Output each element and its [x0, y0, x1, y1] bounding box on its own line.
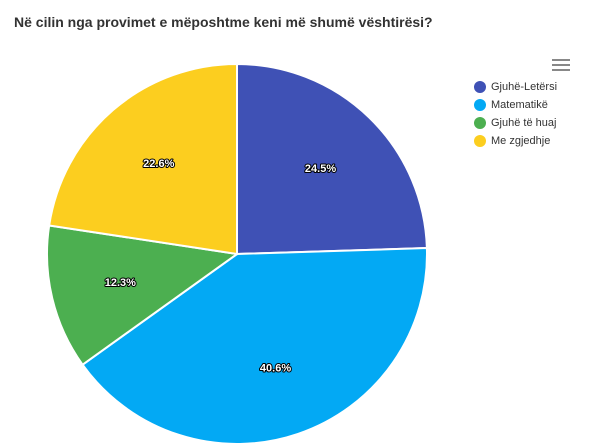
slice-data-label: 24.5% — [305, 163, 336, 175]
legend-label: Matematikë — [491, 99, 548, 111]
pie-slice-3[interactable] — [48, 62, 238, 256]
legend-item[interactable]: Matematikë — [474, 96, 557, 114]
legend-item[interactable]: Gjuhë të huaj — [474, 114, 557, 132]
legend-item[interactable]: Gjuhë-Letërsi — [474, 78, 557, 96]
legend-swatch — [474, 81, 486, 93]
slice-data-label: 12.3% — [105, 277, 136, 289]
legend-label: Gjuhë-Letërsi — [491, 81, 558, 93]
pie-slice-2[interactable] — [46, 224, 240, 367]
pie-slice-0[interactable] — [236, 62, 428, 256]
legend-label: Gjuhë të huaj — [491, 117, 557, 129]
legend-label: Me zgjedhje — [491, 135, 551, 147]
slice-data-label: 22.6% — [143, 158, 174, 170]
legend-swatch — [474, 117, 486, 129]
legend-item[interactable]: Me zgjedhje — [474, 132, 557, 150]
pie-slice-1[interactable] — [81, 247, 428, 445]
chart-title: Në cilin nga provimet e mëposhtme keni m… — [14, 14, 433, 30]
legend-swatch — [474, 99, 486, 111]
hamburger-menu-icon[interactable] — [552, 59, 570, 71]
legend-swatch — [474, 135, 486, 147]
chart-legend: Gjuhë-Letërsi Matematikë Gjuhë të huaj Me z… — [474, 78, 557, 150]
slice-data-label: 40.6% — [260, 363, 291, 375]
